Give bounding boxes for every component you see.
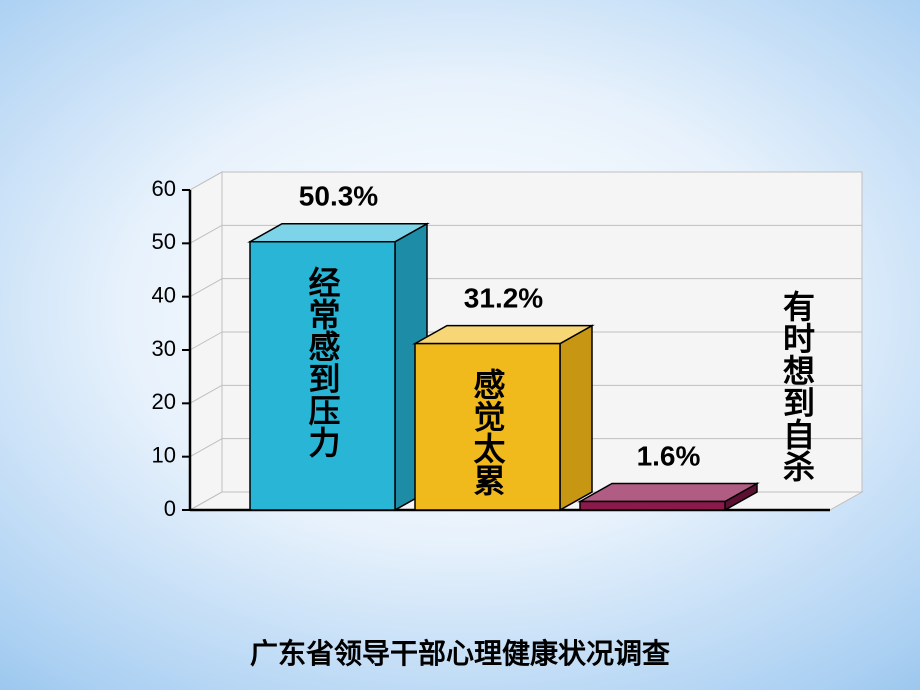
y-tick-label: 30: [152, 336, 176, 361]
y-tick-label: 20: [152, 389, 176, 414]
bar: [580, 501, 725, 510]
y-tick-label: 0: [164, 496, 176, 521]
chart-title: 广东省领导干部心理健康状况调查: [0, 632, 920, 672]
bar-category-label: 有时想到自杀: [779, 290, 815, 482]
y-tick-label: 10: [152, 442, 176, 467]
bar-category-label: 经常感到压力: [305, 266, 341, 459]
y-tick-label: 50: [152, 229, 176, 254]
bar-chart: 0 10 20 30 40 50 60 50.3% 经常感到压力 31.2% 感觉太累 1.6% 有时想…: [140, 150, 860, 570]
bar-value-label: 1.6%: [637, 440, 701, 471]
y-tick-label: 60: [152, 176, 176, 201]
bar-value-label: 50.3%: [299, 181, 378, 212]
bar-category-label: 感觉太累: [470, 368, 506, 496]
chart-svg: 0 10 20 30 40 50 60 50.3% 经常感到压力 31.2% 感觉太累 1.6% 有时想…: [140, 150, 860, 570]
y-tick-label: 40: [152, 282, 176, 307]
bar-value-label: 31.2%: [464, 283, 543, 314]
